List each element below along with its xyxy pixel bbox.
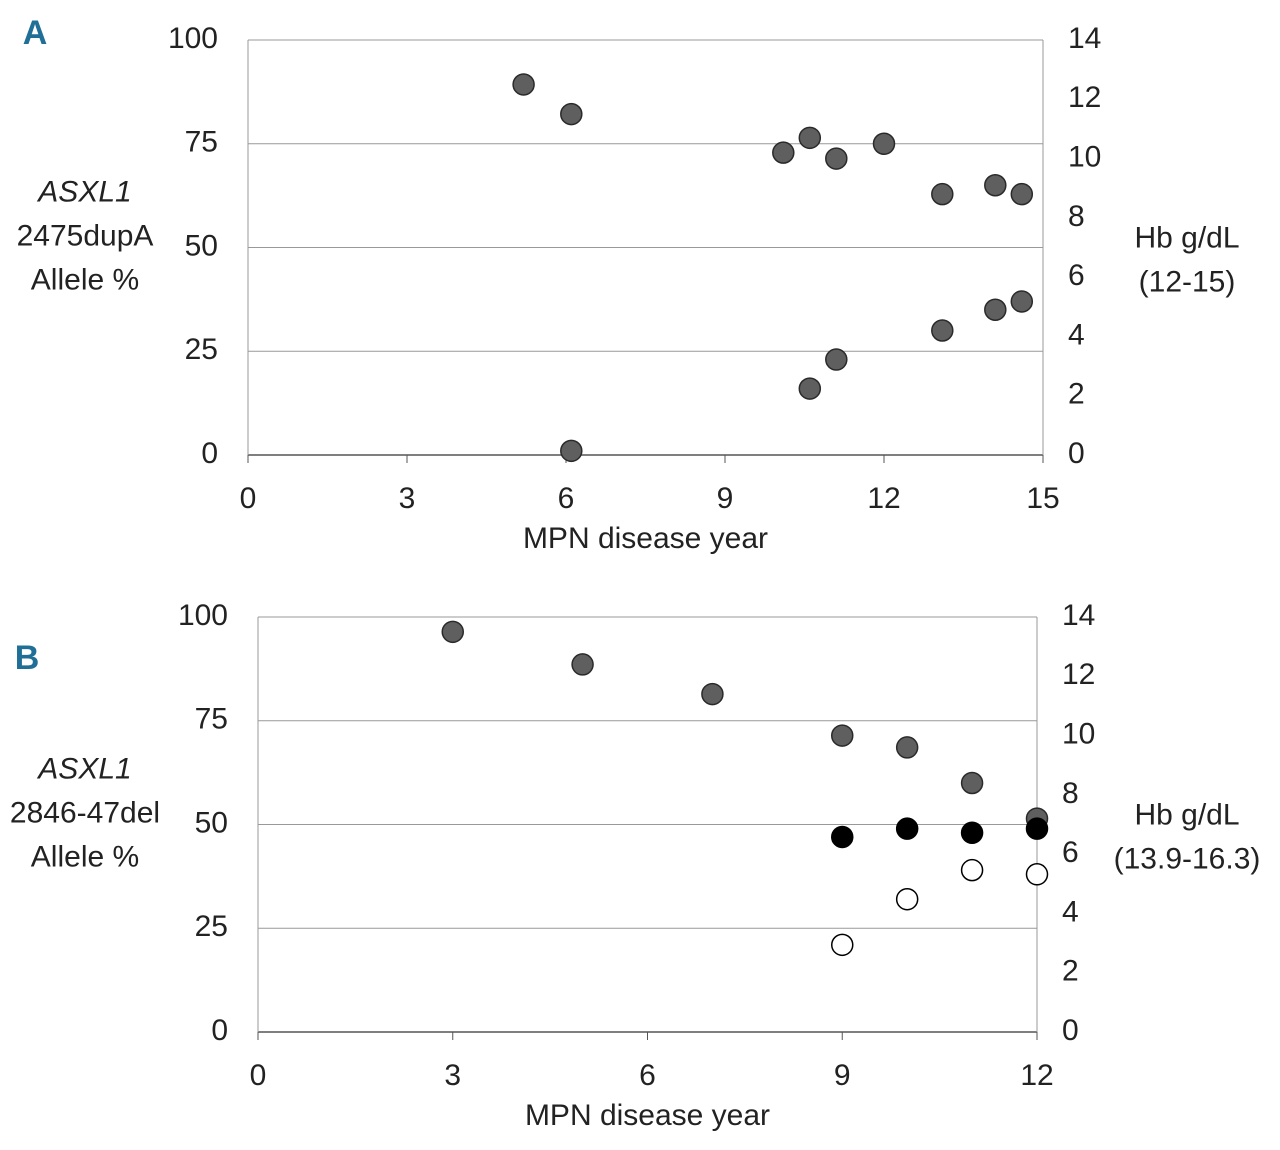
y-tick-label: 50: [185, 229, 218, 262]
x-tick-label: 6: [639, 1059, 656, 1092]
y2-tick-label: 4: [1062, 895, 1079, 928]
y2-tick-label: 10: [1068, 140, 1101, 173]
point: [1010, 182, 1034, 206]
x-tick-label: 15: [1026, 482, 1059, 515]
point: [895, 887, 919, 911]
point: [560, 102, 583, 126]
y-tick-label: 25: [185, 333, 218, 366]
point: [560, 439, 583, 463]
point: [701, 682, 724, 706]
y2-axis-label: Hb g/dL: [1134, 221, 1239, 254]
y-axis-label: Allele %: [31, 263, 139, 296]
point: [931, 319, 954, 342]
x-tick-label: 12: [867, 482, 900, 515]
point: [1025, 817, 1049, 840]
point: [825, 348, 848, 371]
point: [831, 933, 854, 957]
x-tick-label: 0: [250, 1059, 267, 1092]
y-axis-label: ASXL1: [36, 752, 131, 785]
point: [772, 141, 795, 164]
point: [895, 817, 919, 840]
y2-tick-label: 6: [1062, 836, 1079, 869]
y2-axis-label: (13.9-16.3): [1114, 842, 1261, 875]
point: [931, 182, 954, 206]
y-axis-label: Allele %: [31, 840, 139, 873]
y2-tick-label: 12: [1068, 81, 1101, 114]
y-tick-label: 75: [185, 126, 218, 159]
y2-tick-label: 10: [1062, 717, 1095, 750]
y2-axis-label: (12-15): [1139, 265, 1236, 298]
point: [872, 132, 896, 155]
y2-tick-label: 12: [1062, 658, 1095, 691]
x-tick-label: 0: [240, 482, 257, 515]
point: [798, 126, 822, 150]
y-tick-label: 75: [195, 703, 228, 736]
x-tick-label: 6: [558, 482, 575, 515]
point: [571, 653, 594, 676]
point: [960, 858, 984, 882]
y2-tick-label: 8: [1062, 777, 1079, 810]
panel-label: B: [15, 639, 40, 677]
x-tick-label: 3: [399, 482, 416, 515]
y-tick-label: 25: [195, 910, 228, 943]
x-tick-label: 9: [834, 1059, 851, 1092]
y-tick-label: 0: [211, 1014, 228, 1047]
y2-tick-label: 8: [1068, 200, 1085, 233]
x-axis-label: MPN disease year: [523, 522, 768, 555]
point: [798, 377, 822, 400]
point: [512, 73, 535, 96]
y2-tick-label: 14: [1062, 599, 1095, 632]
y-tick-label: 100: [178, 599, 228, 632]
point: [984, 174, 1007, 197]
y2-tick-label: 2: [1068, 378, 1085, 411]
y2-tick-label: 4: [1068, 318, 1085, 351]
y2-tick-label: 6: [1068, 259, 1085, 292]
point: [1010, 290, 1034, 313]
point: [831, 724, 854, 747]
y-axis-label: 2475dupA: [17, 219, 154, 252]
y-tick-label: 50: [195, 806, 228, 839]
y-tick-label: 0: [201, 437, 218, 470]
panel-label: A: [23, 14, 48, 52]
point: [960, 821, 984, 845]
x-tick-label: 9: [717, 482, 734, 515]
x-tick-label: 3: [444, 1059, 461, 1092]
y2-tick-label: 2: [1062, 955, 1079, 988]
y-axis-label: ASXL1: [36, 175, 131, 208]
point: [984, 298, 1007, 321]
y-tick-label: 100: [168, 22, 218, 55]
point: [441, 620, 464, 644]
point: [895, 736, 919, 759]
x-axis-label: MPN disease year: [525, 1099, 770, 1132]
y2-tick-label: 14: [1068, 22, 1101, 55]
y2-axis-label: Hb g/dL: [1134, 798, 1239, 831]
y2-tick-label: 0: [1062, 1014, 1079, 1047]
y2-tick-label: 0: [1068, 437, 1085, 470]
point: [831, 825, 854, 849]
point: [960, 771, 984, 795]
x-tick-label: 12: [1020, 1059, 1053, 1092]
point: [825, 147, 848, 170]
y-axis-label: 2846-47del: [10, 796, 160, 829]
point: [1025, 863, 1049, 886]
